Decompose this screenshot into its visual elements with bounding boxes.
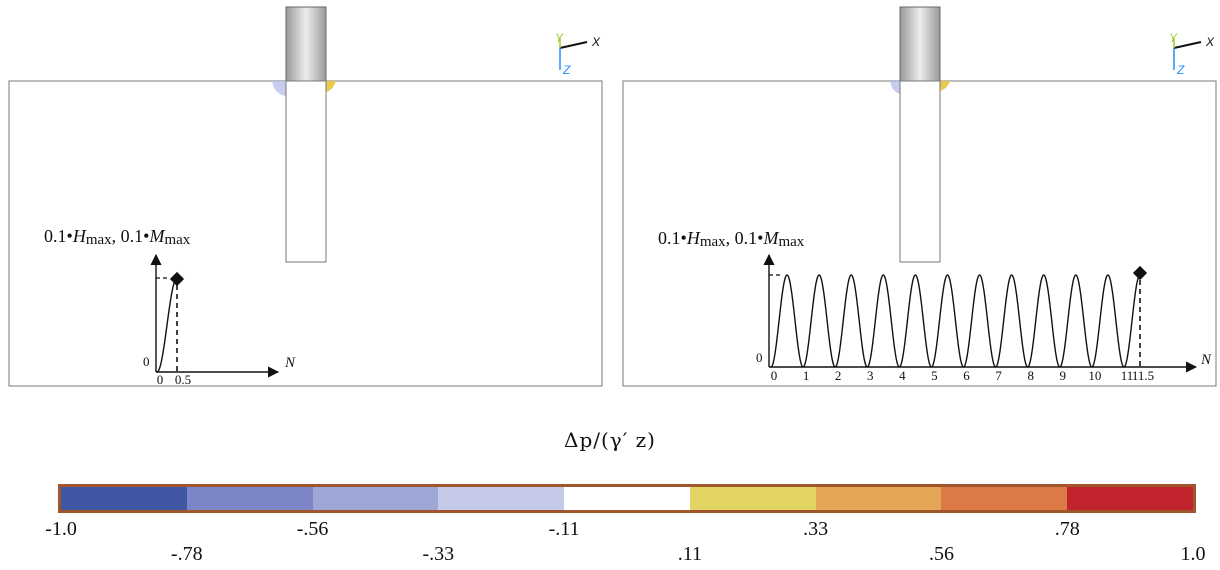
colorbar-tick-label: -.78 xyxy=(170,543,203,565)
n-tick-label: 0 xyxy=(770,368,778,383)
load-axis-origin-label: 0 xyxy=(756,350,763,365)
colorbar-segment xyxy=(186,487,313,510)
positive-pressure-zone xyxy=(940,81,950,91)
coordinate-triad xyxy=(1173,38,1202,70)
load-axis-origin-label: 0 xyxy=(143,354,150,369)
soil-domain-diagram xyxy=(622,6,1217,387)
n-tick-label: 0.5 xyxy=(174,372,192,387)
load-history-curve xyxy=(156,277,178,373)
colorbar-segment xyxy=(312,487,439,510)
triad-x-axis xyxy=(559,41,588,49)
legend-title: Δp/(γ′ z) xyxy=(564,428,656,452)
n-tick-label: 1 xyxy=(802,368,810,383)
positive-pressure-zone xyxy=(326,81,336,92)
colorbar-segment xyxy=(61,487,187,510)
triad-x-axis xyxy=(1173,41,1202,49)
triad-z-label: Z xyxy=(1177,63,1185,77)
n-tick-label: 7 xyxy=(995,368,1002,383)
coordinate-triad xyxy=(559,38,588,70)
colorbar-segment xyxy=(941,487,1068,510)
colorbar-tick-label: .56 xyxy=(928,543,954,565)
colorbar-tick-label: 1.0 xyxy=(1180,543,1206,565)
pile-above-ground xyxy=(285,6,327,82)
triad-y-label: Y xyxy=(555,31,564,45)
load-amplitude-label: 0.1•Hmax, 0.1•Mmax xyxy=(658,228,805,250)
triad-x-label: X xyxy=(592,35,601,49)
colorbar-tick-label: .78 xyxy=(1054,518,1080,540)
pile-embedded xyxy=(899,80,941,263)
n-tick-label: 8 xyxy=(1027,368,1034,383)
pile-embedded xyxy=(285,80,327,263)
colorbar xyxy=(58,484,1196,513)
n-axis-label: N xyxy=(1201,352,1212,368)
load-history-graph xyxy=(763,253,1198,373)
load-history-graph xyxy=(150,253,280,378)
triad-z-label: Z xyxy=(563,63,571,77)
soil-domain-diagram xyxy=(8,6,603,387)
n-tick-label: 3 xyxy=(867,368,874,383)
load-amplitude-label: 0.1•Hmax, 0.1•Mmax xyxy=(44,226,191,248)
colorbar-segment xyxy=(689,487,816,510)
pile-above-ground xyxy=(899,6,941,82)
n-tick-label: 4 xyxy=(899,368,906,383)
colorbar-segment xyxy=(564,487,690,510)
n-tick-label: 0 xyxy=(156,372,164,387)
n-tick-label: 10 xyxy=(1088,368,1102,383)
current-step-diamond xyxy=(1132,265,1148,281)
colorbar-tick-label: -.11 xyxy=(548,518,580,540)
n-tick-label: 11.5 xyxy=(1131,368,1155,383)
colorbar-segment xyxy=(438,487,565,510)
n-tick-label: 11 xyxy=(1120,368,1134,383)
n-tick-label: 9 xyxy=(1059,368,1067,383)
colorbar-segment xyxy=(1067,487,1194,510)
colorbar-tick-label: -.56 xyxy=(296,518,329,540)
triad-x-label: X xyxy=(1206,35,1215,49)
n-tick-label: 2 xyxy=(834,368,842,383)
negative-pressure-zone xyxy=(272,81,286,96)
colorbar-segment xyxy=(815,487,942,510)
negative-pressure-zone xyxy=(890,81,900,94)
n-axis-label: N xyxy=(285,355,296,371)
snapshot-panel-left: X Y Z 0.1•Hmax, 0.1•Mmax N 0 0 0.5 xyxy=(0,0,603,400)
triad-y-label: Y xyxy=(1169,31,1178,45)
snapshot-panel-right: X Y Z 0.1•Hmax, 0.1•Mmax N 0 0 1 2 3 4 5 6 7 8 9 1… xyxy=(614,0,1217,400)
colorbar-tick-label: -.33 xyxy=(422,543,455,565)
colorbar-tick-label: -1.0 xyxy=(45,518,77,540)
n-tick-label: 5 xyxy=(931,368,938,383)
colorbar-tick-label: .33 xyxy=(803,518,829,540)
current-step-diamond xyxy=(169,271,185,287)
load-history-curve xyxy=(770,274,1141,368)
colorbar-tick-label: .11 xyxy=(677,543,703,565)
n-tick-label: 6 xyxy=(963,368,970,383)
